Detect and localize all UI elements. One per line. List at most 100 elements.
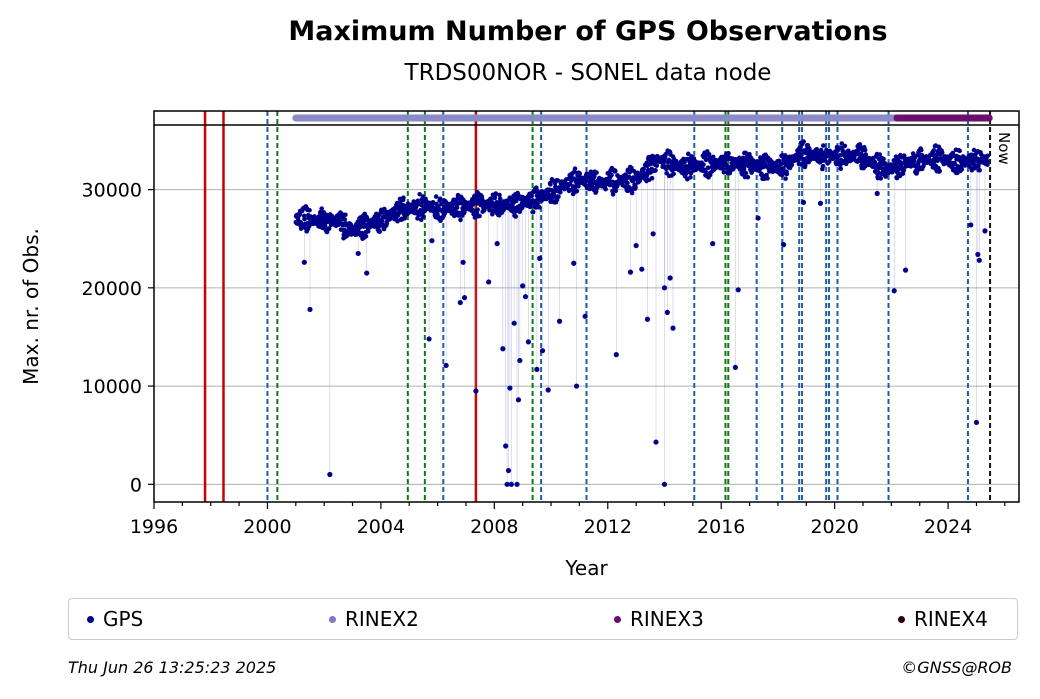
- gps-point: [720, 166, 725, 171]
- footer-copyright: ©GNSS@ROB: [901, 658, 1012, 677]
- gps-outlier-point: [664, 309, 670, 315]
- gps-outlier-point: [817, 200, 824, 206]
- gps-outlier-point: [443, 362, 449, 369]
- plot-frame: [153, 110, 1020, 503]
- gps-point: [789, 162, 795, 167]
- gps-point: [475, 207, 480, 212]
- x-tick-label: 2012: [584, 516, 632, 538]
- gps-point: [319, 206, 324, 211]
- gps-point: [594, 170, 599, 175]
- legend-marker-rinex2: [329, 615, 336, 623]
- gps-point: [977, 167, 982, 173]
- gps-outlier-point: [514, 481, 520, 487]
- gps-point: [395, 218, 400, 224]
- gps-point: [497, 192, 502, 198]
- gps-outlier-point: [975, 251, 981, 258]
- gps-outlier-point: [508, 481, 514, 487]
- gps-outlier-point: [982, 228, 988, 234]
- gps-point: [363, 233, 369, 239]
- gps-outlier-point: [457, 299, 463, 306]
- gps-outlier-point: [556, 318, 563, 324]
- gps-point: [726, 151, 731, 156]
- gps-point: [931, 148, 937, 153]
- gps-point: [881, 156, 886, 162]
- gps-observations-chart: 0 10000 20000 30000 1996 2000 2004 2008 2012 2016…: [19, 110, 1020, 580]
- y-axis-label: Max. nr. of Obs.: [19, 228, 43, 385]
- gps-outlier-point: [500, 346, 506, 352]
- gps-point: [939, 150, 945, 156]
- gps-point: [883, 174, 889, 179]
- gps-outlier-point: [517, 357, 523, 364]
- gps-point: [593, 189, 599, 194]
- footer-timestamp: Thu Jun 26 13:25:23 2025: [68, 658, 277, 677]
- legend-marker-rinex3: [614, 615, 621, 623]
- x-tick-label: 2024: [924, 516, 972, 538]
- gps-outlier-point: [800, 199, 807, 205]
- gps-outlier-point: [732, 364, 738, 371]
- gps-point: [537, 205, 542, 210]
- gps-outlier-point: [639, 266, 645, 272]
- gps-point: [911, 158, 917, 164]
- gps-outlier-point: [661, 481, 668, 487]
- gps-point: [558, 190, 563, 195]
- gps-point: [976, 164, 981, 169]
- gps-point: [342, 217, 348, 222]
- gps-point: [685, 151, 691, 157]
- gps-point: [959, 167, 965, 172]
- gps-point: [401, 195, 406, 201]
- gps-point: [653, 168, 658, 173]
- gps-point: [688, 175, 693, 180]
- gps-point: [799, 152, 804, 158]
- gps-outlier-point: [494, 241, 500, 247]
- gps-point: [430, 199, 436, 205]
- gps-point: [493, 191, 499, 196]
- gps-outlier-point: [781, 242, 787, 248]
- gps-point: [612, 168, 618, 174]
- gps-outlier-point: [507, 385, 513, 391]
- gps-point: [857, 142, 863, 147]
- gps-point: [899, 161, 904, 167]
- legend-item-gps: GPS: [87, 607, 143, 631]
- gps-outlier-point: [968, 222, 974, 228]
- gps-outlier-point: [364, 270, 370, 276]
- gps-point: [703, 157, 709, 163]
- gps-outlier-point: [667, 275, 673, 281]
- gps-outlier-point: [504, 481, 510, 487]
- gps-point: [513, 214, 519, 219]
- gps-point: [343, 212, 348, 218]
- gps-point: [900, 171, 906, 176]
- gps-point: [497, 196, 503, 202]
- gps-point: [666, 157, 672, 163]
- gps-point: [745, 174, 751, 180]
- gps-outlier-point: [627, 269, 634, 275]
- gps-point: [801, 139, 806, 144]
- gps-point: [626, 184, 632, 190]
- legend-label-rinex2: RINEX2: [345, 607, 419, 631]
- legend-marker-gps: [87, 615, 94, 623]
- gps-point: [937, 168, 943, 174]
- gps-outlier-point: [534, 366, 540, 372]
- gps-point: [721, 169, 727, 175]
- gps-point: [776, 158, 782, 164]
- gps-outlier-point: [522, 294, 529, 300]
- legend-item-rinex4: RINEX4: [898, 607, 988, 631]
- gps-point: [530, 209, 536, 215]
- gps-point: [322, 223, 328, 229]
- gps-point: [577, 171, 582, 176]
- gps-outlier-point: [520, 283, 526, 289]
- y-tick-label: 20000: [82, 278, 142, 300]
- gps-outlier-point: [537, 255, 543, 261]
- x-tick-label: 2000: [243, 516, 291, 538]
- gps-point: [572, 166, 578, 171]
- gps-outlier-point: [571, 260, 577, 266]
- gps-point: [901, 167, 907, 173]
- gps-point: [820, 163, 826, 169]
- gps-outlier-point: [301, 259, 307, 265]
- gps-point: [610, 192, 616, 197]
- gps-point: [477, 213, 482, 219]
- gps-point: [574, 188, 580, 194]
- gps-point: [985, 162, 990, 167]
- gps-outlier-point: [539, 348, 546, 354]
- gps-point: [984, 158, 990, 164]
- gps-point: [705, 165, 711, 170]
